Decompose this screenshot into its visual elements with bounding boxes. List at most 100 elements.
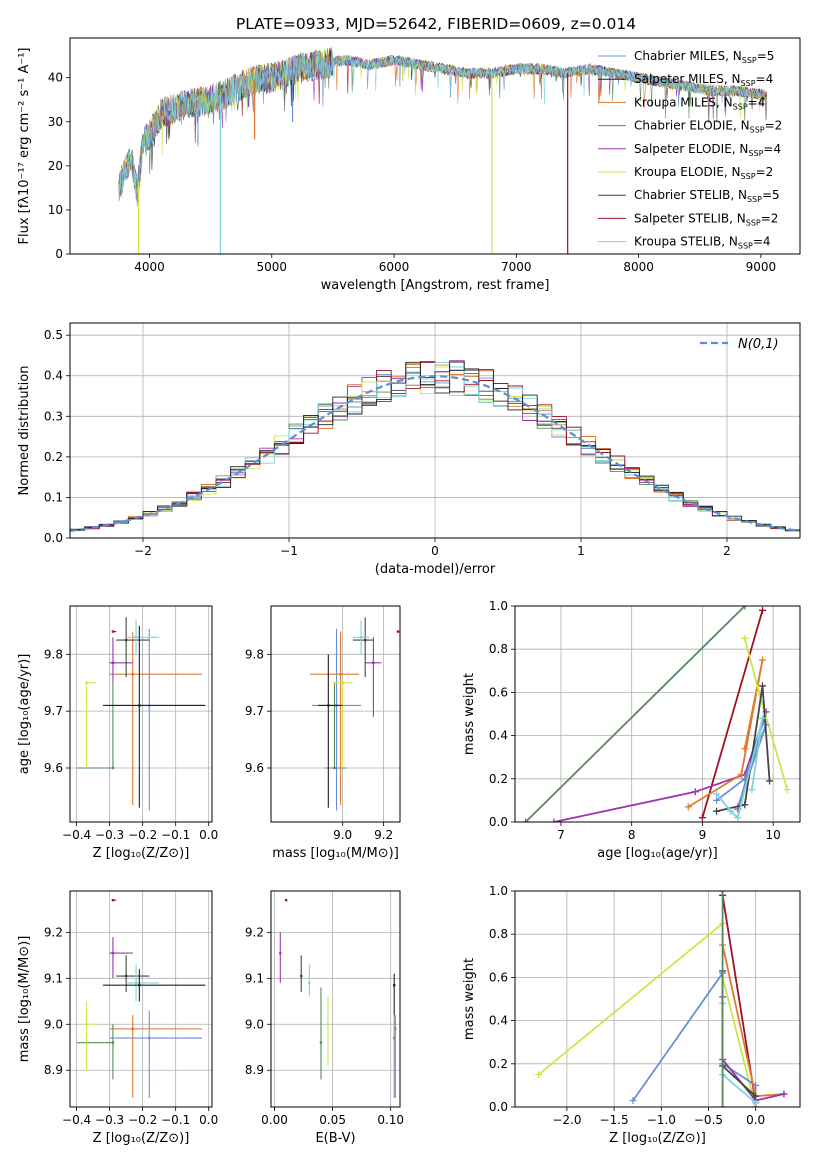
data-point bbox=[138, 704, 141, 707]
weight-marker bbox=[759, 606, 767, 614]
legend-label-text: Chabrier ELODIE, N bbox=[634, 119, 750, 133]
data-point bbox=[333, 766, 336, 770]
spectrum-line bbox=[118, 51, 767, 201]
y-tick-label: 0.4 bbox=[489, 1014, 508, 1028]
data-point bbox=[327, 704, 330, 707]
x-axis-label: E(B-V) bbox=[315, 1131, 355, 1146]
legend-label-val: =2 bbox=[761, 211, 779, 225]
weight-marker bbox=[713, 807, 721, 815]
y-tick-label: 9.1 bbox=[44, 971, 63, 985]
plot-area bbox=[309, 617, 400, 811]
y-tick-label: 9.7 bbox=[44, 704, 63, 718]
legend-label: Salpeter MILES, NSSP=4 bbox=[634, 72, 773, 88]
x-tick-label: 0.0 bbox=[199, 1113, 218, 1127]
legend-label-sub: SSP bbox=[742, 56, 757, 65]
data-point bbox=[341, 681, 344, 684]
x-tick-label: 8000 bbox=[623, 260, 654, 274]
legend-label-sub: SSP bbox=[741, 172, 756, 181]
weight-series-line bbox=[716, 724, 767, 808]
weight-marker bbox=[783, 786, 791, 794]
legend-label-val: =5 bbox=[757, 49, 775, 63]
data-point bbox=[148, 1036, 151, 1040]
legend-label-val: =4 bbox=[763, 142, 781, 156]
legend-label-text: Chabrier MILES, N bbox=[634, 49, 742, 63]
y-tick-label: 8.9 bbox=[245, 1063, 264, 1077]
weight-marker bbox=[713, 796, 721, 804]
y-tick-label: 9.6 bbox=[245, 761, 264, 775]
weight-marker bbox=[684, 803, 692, 811]
legend-label-val: =2 bbox=[765, 119, 783, 133]
y-tick-label: 0.0 bbox=[489, 815, 508, 829]
legend-label-sub: SSP bbox=[746, 218, 761, 227]
x-tick-label: −0.4 bbox=[62, 828, 91, 842]
y-tick-label: 9.8 bbox=[245, 647, 264, 661]
y-tick-label: 10 bbox=[48, 203, 63, 217]
data-point bbox=[308, 981, 311, 985]
axes-frame bbox=[69, 322, 801, 539]
data-point bbox=[359, 636, 363, 639]
weight-marker bbox=[629, 1097, 637, 1105]
x-tick-label: 9000 bbox=[746, 260, 777, 274]
legend-label-sub: SSP bbox=[750, 126, 765, 135]
legend-label-sub: SSP bbox=[748, 149, 763, 158]
data-point bbox=[111, 766, 115, 770]
x-tick-label: 9.2 bbox=[374, 828, 393, 842]
data-point bbox=[134, 981, 138, 985]
y-tick-label: 0.4 bbox=[44, 369, 63, 383]
weight-marker bbox=[719, 1103, 727, 1107]
histogram-series bbox=[70, 361, 800, 532]
x-tick-label: 0.0 bbox=[199, 828, 218, 842]
legend-label-val: =4 bbox=[748, 95, 766, 109]
weight-marker bbox=[741, 745, 749, 753]
legend-label-val: =2 bbox=[756, 165, 774, 179]
data-point bbox=[339, 673, 342, 676]
x-tick-label: 0 bbox=[431, 544, 439, 558]
y-tick-label: 9.7 bbox=[245, 704, 264, 718]
plot-area bbox=[279, 898, 397, 1098]
weight-marker bbox=[752, 1092, 760, 1100]
y-tick-label: 0.8 bbox=[489, 927, 508, 941]
y-tick-label: 1.0 bbox=[489, 599, 508, 613]
data-point bbox=[363, 638, 367, 642]
y-axis-label: mass weight bbox=[462, 673, 477, 755]
y-tick-label: 9.0 bbox=[44, 1017, 63, 1031]
x-tick-label: 0.10 bbox=[377, 1113, 404, 1127]
weight-marker bbox=[748, 786, 756, 794]
legend-label-sub: SSP bbox=[741, 79, 756, 88]
legend-label-val: =5 bbox=[762, 188, 780, 202]
y-tick-label: 0.1 bbox=[44, 490, 63, 504]
x-tick-label: 9 bbox=[699, 828, 707, 842]
x-tick-label: 8 bbox=[628, 828, 636, 842]
x-axis-label: Z [log₁₀(Z/Z⊙)] bbox=[93, 1131, 190, 1146]
legend-label-text: Salpeter MILES, N bbox=[634, 72, 741, 86]
age-weight-panel: 7 8 9 10 0.0 0.2 0.4 0.6 0.8 1.0 age [log₁₀(age/yr… bbox=[462, 599, 801, 861]
weight-series-line bbox=[701, 610, 764, 818]
x-axis-label: Z [log₁₀(Z/Z⊙)] bbox=[609, 1131, 706, 1146]
x-tick-label: −0.4 bbox=[62, 1113, 91, 1127]
weight-marker bbox=[719, 891, 727, 895]
x-tick-label: −0.3 bbox=[95, 828, 124, 842]
weight-marker bbox=[766, 777, 774, 785]
data-point bbox=[392, 1036, 396, 1040]
weight-marker bbox=[698, 814, 706, 822]
data-point bbox=[326, 1023, 330, 1026]
legend-label-text: Kroupa MILES, N bbox=[634, 95, 733, 109]
legend-label: Salpeter ELODIE, NSSP=4 bbox=[634, 142, 781, 158]
y-tick-label: 9.0 bbox=[245, 1017, 264, 1031]
y-tick-label: 0.2 bbox=[489, 772, 508, 786]
legend-label: Salpeter STELIB, NSSP=2 bbox=[634, 211, 778, 227]
weight-marker bbox=[734, 814, 742, 822]
legend-label-text: Kroupa ELODIE, N bbox=[634, 165, 741, 179]
ebv-mass-panel: 0.00 0.05 0.10 8.9 9.0 9.1 9.2 E(B-V) bbox=[245, 890, 404, 1146]
data-point bbox=[134, 636, 138, 639]
data-point bbox=[111, 630, 115, 633]
legend-label: Kroupa ELODIE, NSSP=2 bbox=[634, 165, 773, 181]
weight-marker bbox=[752, 1099, 760, 1107]
data-point bbox=[111, 1041, 115, 1044]
y-axis-label: mass weight bbox=[462, 958, 477, 1040]
axes-frame bbox=[270, 605, 401, 823]
weight-marker bbox=[535, 1071, 543, 1079]
y-tick-label: 1.0 bbox=[489, 884, 508, 898]
residuals-panel: −2 −1 0 1 2 0.0 0.1 0.2 0.3 0.4 0.5 (data-model)/er… bbox=[17, 322, 801, 577]
